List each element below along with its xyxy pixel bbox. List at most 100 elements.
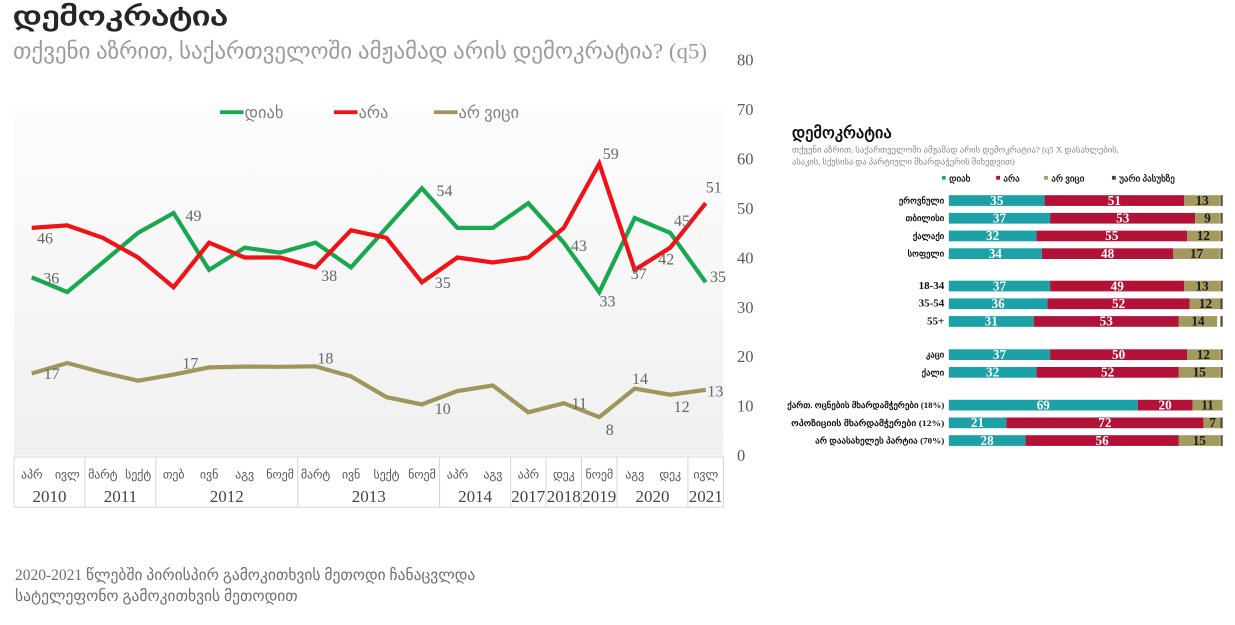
svg-text:32: 32 (986, 228, 1000, 243)
svg-text:დემოკრატია: დემოკრატია (792, 124, 892, 143)
svg-text:13: 13 (1196, 278, 1210, 293)
svg-text:9: 9 (1204, 211, 1211, 226)
svg-text:ქალაქი: ქალაქი (913, 231, 945, 242)
svg-text:2013: 2013 (352, 487, 386, 506)
svg-text:2019: 2019 (582, 487, 616, 506)
svg-text:36: 36 (43, 270, 59, 287)
svg-text:35: 35 (435, 275, 451, 292)
svg-text:ივლ: ივლ (55, 468, 80, 482)
svg-text:აგვ: აგვ (235, 468, 254, 482)
svg-text:აპრ: აპრ (447, 468, 468, 482)
svg-text:ნოემ: ნოემ (408, 468, 436, 482)
svg-text:7: 7 (1209, 415, 1216, 430)
svg-text:ოპოზიციის მხარდამჭერები (12%): ოპოზიციის მხარდამჭერები (12%) (791, 418, 944, 429)
svg-text:12: 12 (674, 399, 690, 416)
svg-text:33: 33 (600, 294, 616, 311)
svg-text:ივლ: ივლ (693, 468, 718, 482)
svg-text:37: 37 (631, 266, 647, 283)
svg-text:ასაკის, სქესისა და პარტიული მხ: ასაკის, სქესისა და პარტიული მხარდაჭერის … (792, 157, 1015, 168)
svg-text:21: 21 (971, 415, 984, 430)
svg-text:49: 49 (1111, 278, 1125, 293)
svg-text:45: 45 (674, 213, 690, 230)
svg-text:52: 52 (1101, 365, 1115, 380)
svg-text:31: 31 (985, 314, 998, 329)
svg-text:15: 15 (1193, 433, 1207, 448)
svg-text:35: 35 (990, 193, 1004, 208)
svg-text:11: 11 (572, 396, 587, 413)
svg-text:17: 17 (1190, 246, 1204, 261)
svg-text:აგვ: აგვ (625, 468, 644, 482)
svg-text:13: 13 (1196, 193, 1210, 208)
svg-text:34: 34 (989, 246, 1003, 261)
svg-text:18: 18 (317, 350, 333, 367)
svg-text:არა: არა (359, 103, 389, 122)
svg-text:56: 56 (1096, 433, 1110, 448)
svg-text:ქალი: ქალი (922, 367, 945, 378)
svg-text:11: 11 (1201, 397, 1213, 412)
svg-text:2017: 2017 (511, 487, 546, 506)
svg-text:18-34: 18-34 (919, 280, 945, 292)
svg-text:55: 55 (1105, 228, 1119, 243)
svg-text:48: 48 (1101, 246, 1115, 261)
svg-text:12: 12 (1197, 228, 1211, 243)
svg-text:37: 37 (993, 278, 1007, 293)
svg-text:37: 37 (993, 347, 1007, 362)
svg-text:12: 12 (1197, 347, 1211, 362)
svg-text:37: 37 (993, 211, 1007, 226)
svg-text:30: 30 (737, 298, 754, 317)
svg-text:50: 50 (1112, 347, 1126, 362)
svg-text:სექტ: სექტ (373, 468, 399, 482)
svg-text:70: 70 (737, 100, 754, 119)
svg-text:14: 14 (1191, 314, 1205, 329)
svg-text:50: 50 (737, 199, 754, 218)
svg-text:თბილისი: თბილისი (906, 213, 945, 224)
svg-text:2020-2021 წლებში პირისპირ გამო: 2020-2021 წლებში პირისპირ გამოკითხვის მე… (15, 566, 475, 584)
svg-text:12: 12 (1199, 296, 1213, 311)
svg-text:2010: 2010 (33, 487, 67, 506)
svg-text:მარტ: მარტ (88, 468, 118, 482)
svg-text:2011: 2011 (104, 487, 137, 506)
svg-text:ეროვნული: ეროვნული (899, 196, 945, 207)
svg-text:დეკ: დეკ (659, 468, 681, 482)
svg-text:20: 20 (1159, 397, 1173, 412)
svg-text:14: 14 (632, 371, 648, 388)
svg-text:ნოემ: ნოემ (266, 468, 294, 482)
svg-text:72: 72 (1098, 415, 1112, 430)
svg-text:ივნ: ივნ (342, 468, 360, 482)
svg-text:სექტ: სექტ (125, 468, 151, 482)
svg-text:არ ვიცი: არ ვიცი (1051, 174, 1084, 185)
svg-text:სოფელი: სოფელი (908, 249, 945, 260)
svg-text:40: 40 (737, 248, 754, 267)
svg-text:არა: არა (1003, 174, 1020, 184)
svg-text:2018: 2018 (547, 487, 581, 506)
svg-text:დემოკრატია: დემოკრატია (13, 2, 228, 32)
svg-text:0: 0 (737, 446, 745, 465)
svg-text:20: 20 (737, 347, 754, 366)
svg-text:17: 17 (44, 366, 60, 383)
svg-text:32: 32 (986, 365, 1000, 380)
svg-text:დეკ: დეკ (553, 468, 575, 482)
svg-text:54: 54 (437, 183, 453, 200)
svg-text:დიახ: დიახ (245, 103, 284, 122)
svg-text:2020: 2020 (636, 487, 670, 506)
svg-text:53: 53 (1100, 314, 1114, 329)
svg-text:51: 51 (1108, 193, 1121, 208)
svg-text:59: 59 (603, 146, 619, 163)
svg-text:53: 53 (1116, 211, 1130, 226)
svg-text:მარტ: მარტ (301, 468, 331, 482)
svg-text:10: 10 (737, 397, 754, 416)
svg-text:აგვ: აგვ (483, 468, 502, 482)
svg-text:აპრ: აპრ (518, 468, 539, 482)
svg-text:36: 36 (992, 296, 1006, 311)
svg-text:28: 28 (981, 433, 995, 448)
svg-text:ნოემ: ნოემ (586, 468, 614, 482)
svg-text:ივნ: ივნ (200, 468, 218, 482)
svg-text:2014: 2014 (458, 487, 493, 506)
svg-text:არ დაასახელეს პარტია (70%): არ დაასახელეს პარტია (70%) (815, 436, 944, 447)
svg-text:8: 8 (606, 422, 614, 439)
svg-text:თქვენი აზრით, საქართველოში ამჟ: თქვენი აზრით, საქართველოში ამჟამად არის … (792, 145, 1119, 156)
svg-text:38: 38 (321, 268, 337, 285)
svg-text:49: 49 (186, 208, 202, 225)
svg-text:35-54: 35-54 (919, 298, 945, 310)
svg-text:2012: 2012 (210, 487, 244, 506)
